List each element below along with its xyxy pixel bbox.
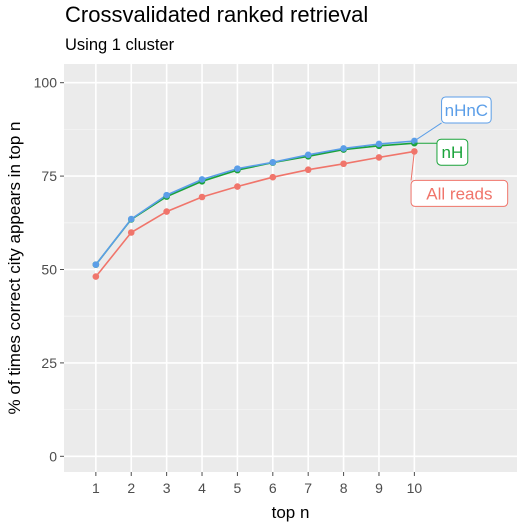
y-tick-label: 100 bbox=[34, 75, 58, 91]
x-tick-label: 5 bbox=[234, 480, 242, 496]
data-point-all-reads bbox=[375, 154, 383, 161]
series-line-nhnc bbox=[95, 140, 415, 266]
label-box-nhnc bbox=[441, 96, 492, 124]
series-line-all-reads bbox=[95, 150, 415, 278]
data-point-all-reads bbox=[92, 273, 100, 280]
chart-title: Crossvalidated ranked retrieval bbox=[65, 2, 369, 27]
x-tick-label: 10 bbox=[407, 480, 423, 496]
data-point-nhnc bbox=[234, 165, 241, 172]
y-tick-label: 75 bbox=[41, 168, 57, 184]
x-tick-label: 2 bbox=[127, 480, 135, 496]
x-tick-label: 1 bbox=[92, 480, 100, 496]
data-point-nhnc bbox=[198, 176, 206, 183]
y-tick-label: 0 bbox=[49, 448, 57, 464]
data-point-nhnc bbox=[340, 145, 347, 152]
series-label-all-reads: All reads bbox=[426, 184, 492, 203]
chart-subtitle: Using 1 cluster bbox=[65, 36, 175, 54]
data-point-all-reads bbox=[304, 166, 312, 174]
x-axis-title: top n bbox=[272, 503, 310, 522]
y-tick-label: 50 bbox=[41, 261, 57, 277]
plot-panel bbox=[64, 64, 517, 472]
series-label-nh: nH bbox=[442, 143, 464, 162]
y-axis-title: % of times correct city appears in top n bbox=[5, 122, 24, 415]
data-point-all-reads bbox=[340, 160, 347, 168]
data-point-nhnc bbox=[92, 261, 100, 268]
data-point-all-reads bbox=[234, 183, 241, 190]
y-tick-label: 25 bbox=[41, 355, 57, 371]
data-point-nhnc bbox=[304, 151, 312, 159]
x-tick-label: 3 bbox=[163, 480, 171, 496]
data-point-nhnc bbox=[163, 191, 170, 199]
data-point-nhnc bbox=[269, 158, 277, 166]
x-tick-label: 9 bbox=[375, 480, 383, 496]
series-label-nhnc: nHnC bbox=[445, 101, 488, 120]
data-point-nhnc bbox=[375, 140, 383, 148]
data-point-all-reads bbox=[198, 193, 206, 201]
label-connector-all-reads bbox=[410, 151, 415, 181]
data-point-nhnc bbox=[127, 215, 135, 223]
x-tick-label: 8 bbox=[340, 480, 348, 496]
label-box-nh bbox=[436, 138, 469, 166]
data-point-all-reads bbox=[127, 229, 135, 236]
x-tick-label: 7 bbox=[304, 480, 312, 496]
data-point-all-reads bbox=[163, 208, 170, 215]
label-connector-nhnc bbox=[414, 122, 442, 142]
label-box-all-reads bbox=[410, 179, 509, 207]
x-tick-label: 6 bbox=[269, 480, 277, 496]
x-tick-label: 4 bbox=[198, 480, 206, 496]
data-point-all-reads bbox=[269, 173, 277, 181]
